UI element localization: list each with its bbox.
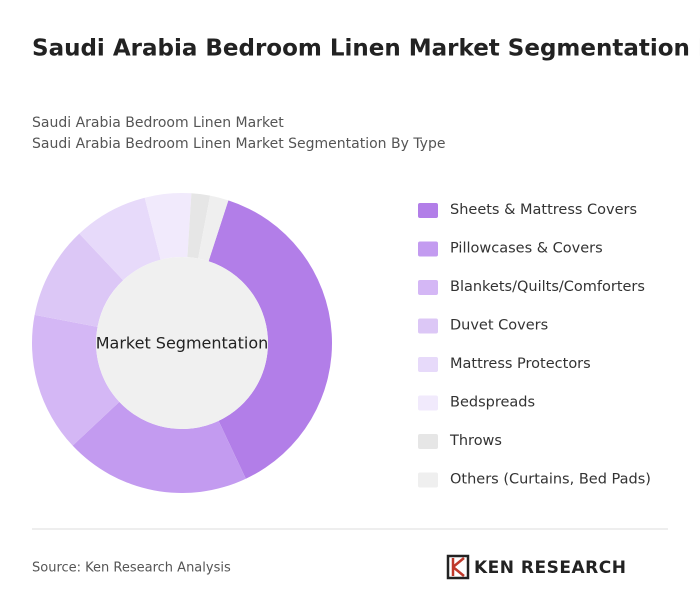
donut-hole xyxy=(96,257,268,429)
source: Source: Ken Research Analysis xyxy=(32,561,231,576)
legend-swatch xyxy=(418,318,438,334)
chart-title: Saudi Arabia Bedroom Linen Market Segmen… xyxy=(32,36,700,62)
donut-segment xyxy=(144,193,192,260)
legend-swatch xyxy=(418,280,438,295)
legend-label: Throws xyxy=(449,433,502,449)
donut-segment xyxy=(34,233,124,327)
center-label: Market Segmentation xyxy=(96,334,269,353)
subtitle: Saudi Arabia Bedroom Linen Market Segmen… xyxy=(32,136,445,152)
donut-segment xyxy=(198,195,229,262)
logo: KEN RESEARCH xyxy=(446,554,626,580)
legend-swatch xyxy=(418,203,438,218)
legend-swatch xyxy=(418,241,438,257)
legend-label: Others (Curtains, Bed Pads) xyxy=(450,472,651,488)
legend-label: Blankets/Quilts/Comforters xyxy=(450,279,645,295)
legend-label: Duvet Covers xyxy=(450,318,548,334)
legend-swatch xyxy=(418,472,438,488)
legend-swatch xyxy=(418,357,438,372)
legend-label: Bedspreads xyxy=(450,395,535,411)
donut-segment xyxy=(187,193,211,259)
legend-label: Mattress Protectors xyxy=(450,356,591,372)
donut-segment xyxy=(72,401,246,494)
legend-swatch xyxy=(418,395,438,411)
donut-segment xyxy=(31,314,120,446)
logo-icon xyxy=(446,554,470,580)
logo-text: KEN RESEARCH xyxy=(474,558,626,578)
legend-swatch xyxy=(418,434,438,449)
logo-icon xyxy=(451,557,465,577)
donut-segment xyxy=(208,200,333,479)
legend-label: Pillowcases & Covers xyxy=(450,241,603,257)
donut-segment xyxy=(79,197,161,281)
subtitle: Saudi Arabia Bedroom Linen Market xyxy=(32,115,284,131)
legend-label: Sheets & Mattress Covers xyxy=(450,202,637,218)
